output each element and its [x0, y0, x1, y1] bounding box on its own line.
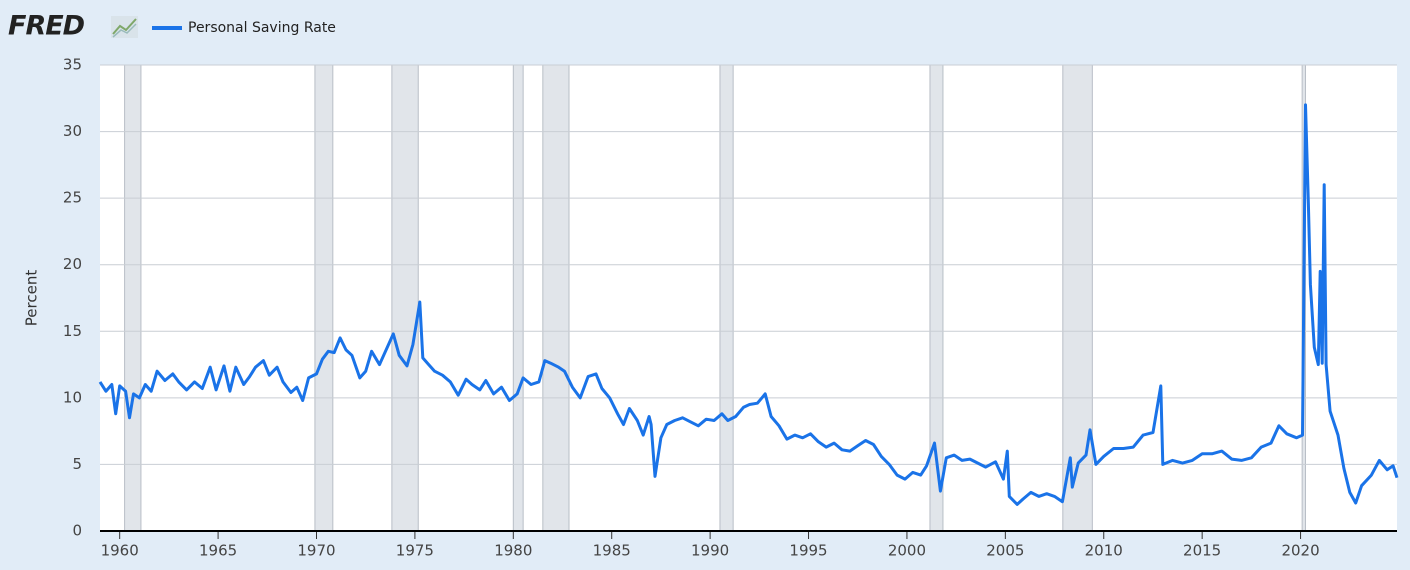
x-tick-label: 1990: [691, 542, 729, 560]
y-axis-title: Percent: [23, 270, 41, 327]
legend-label: Personal Saving Rate: [188, 20, 336, 36]
y-tick-label: 20: [63, 255, 82, 273]
y-tick-label: 25: [63, 189, 82, 207]
recession-band: [124, 64, 142, 532]
y-tick-label: 10: [63, 388, 82, 406]
x-tick-label: 1975: [396, 542, 434, 560]
x-tick-label: 1980: [494, 542, 532, 560]
x-tick-label: 2005: [986, 542, 1024, 560]
data-line: [98, 103, 1399, 506]
recession-band: [1062, 64, 1093, 532]
logo: FRED: [8, 11, 85, 42]
x-tick-label: 1965: [199, 542, 237, 560]
logo-icon: [111, 16, 138, 38]
x-tick-label: 1985: [593, 542, 631, 560]
recession-band: [314, 64, 334, 532]
x-tick-label: 2020: [1281, 542, 1319, 560]
recession-band: [391, 64, 419, 532]
y-tick-label: 15: [63, 322, 82, 340]
y-tick-label: 35: [63, 56, 82, 74]
recession-band: [512, 64, 524, 532]
x-tick-label: 1970: [297, 542, 335, 560]
x-tick-label: 2015: [1183, 542, 1221, 560]
x-tick-label: 2010: [1085, 542, 1123, 560]
plot-area: [100, 65, 1397, 531]
x-tick-label: 1995: [789, 542, 827, 560]
x-tick-label: 2000: [888, 542, 926, 560]
recession-band: [542, 64, 570, 532]
x-tick-label: 1960: [101, 542, 139, 560]
y-tick-label: 5: [72, 455, 82, 473]
recession-band: [719, 64, 734, 532]
y-tick-label: 0: [72, 522, 82, 540]
y-tick-label: 30: [63, 122, 82, 140]
